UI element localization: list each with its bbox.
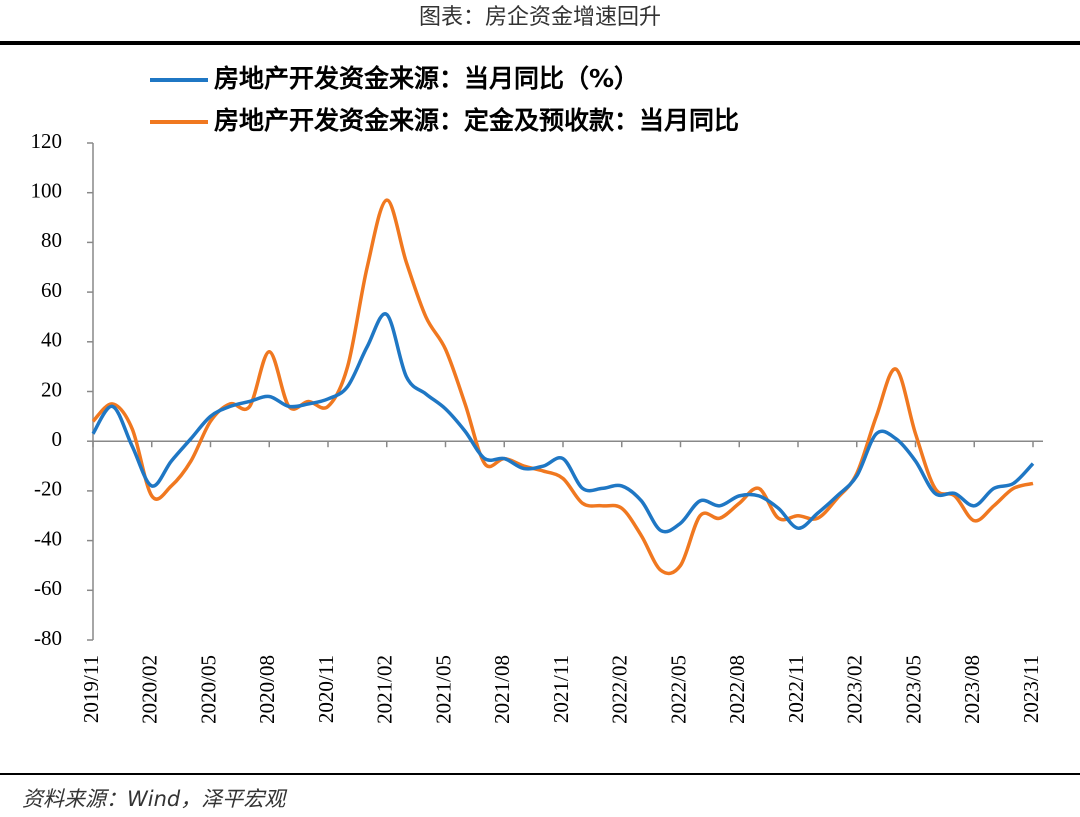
y-tick-label: 0: [52, 427, 63, 451]
chart-title: 图表：房企资金增速回升: [419, 5, 661, 30]
x-tick-label: 2020/05: [196, 655, 220, 724]
x-tick-label: 2020/11: [314, 655, 338, 723]
line-series: [91, 198, 1034, 576]
line-series: [91, 312, 1035, 534]
x-tick-label: 2020/02: [138, 655, 162, 724]
x-tick-label: 2021/08: [490, 655, 514, 724]
y-tick-label: 60: [41, 278, 62, 302]
y-tick-label: 20: [41, 377, 62, 401]
x-tick-label: 2022/05: [666, 655, 690, 724]
legend-label: 房地产开发资金来源：定金及预收款：当月同比: [214, 106, 739, 135]
x-tick-label: 2021/11: [549, 655, 573, 723]
x-tick-label: 2023/11: [1019, 655, 1043, 723]
x-tick-label: 2021/02: [373, 655, 397, 724]
x-tick-label: 2019/11: [79, 655, 103, 723]
y-tick-label: 120: [31, 129, 63, 153]
y-tick-label: -40: [34, 526, 62, 550]
y-tick-label: 100: [31, 179, 63, 203]
x-tick-label: 2022/08: [725, 655, 749, 724]
top-rule: [0, 41, 1080, 45]
x-tick-label: 2022/02: [608, 655, 632, 724]
y-tick-label: -80: [34, 626, 62, 650]
x-tick-label: 2023/05: [901, 655, 925, 724]
y-tick-label: -60: [34, 576, 62, 600]
source: 资料来源：Wind，泽平宏观: [22, 787, 288, 811]
y-tick-label: 40: [41, 328, 62, 352]
x-tick-label: 2023/02: [843, 655, 867, 724]
y-tick-label: -20: [34, 477, 62, 501]
x-tick-label: 2020/08: [255, 655, 279, 724]
y-tick-label: 80: [41, 228, 62, 252]
x-tick-label: 2022/11: [784, 655, 808, 723]
x-tick-label: 2021/05: [431, 655, 455, 724]
legend-label: 房地产开发资金来源：当月同比（%）: [214, 64, 639, 93]
bottom-rule: [0, 773, 1080, 775]
x-tick-label: 2023/08: [960, 655, 984, 724]
